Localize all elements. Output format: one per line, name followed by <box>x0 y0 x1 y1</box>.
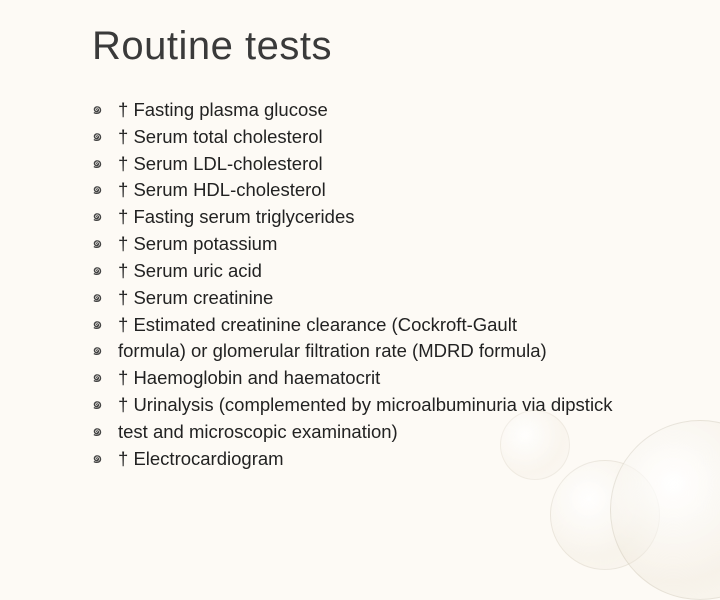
dagger-icon: † <box>118 287 133 308</box>
list-item-label: formula) or glomerular filtration rate (… <box>118 340 547 361</box>
bullet-icon: ๑ <box>92 258 103 283</box>
list-item-label: † Serum LDL-cholesterol <box>118 153 323 174</box>
list-item: ๑ † Serum creatinine <box>92 285 672 312</box>
decorative-circle-small <box>500 410 570 480</box>
dagger-icon: † <box>118 314 133 335</box>
dagger-icon: † <box>118 367 133 388</box>
dagger-icon: † <box>118 179 133 200</box>
bullet-icon: ๑ <box>92 97 103 122</box>
bullet-icon: ๑ <box>92 124 103 149</box>
list-item-label: † Serum uric acid <box>118 260 262 281</box>
dagger-icon: † <box>118 153 133 174</box>
dagger-icon: † <box>118 448 133 469</box>
bullet-icon: ๑ <box>92 446 103 471</box>
list-item: ๑ formula) or glomerular filtration rate … <box>92 338 672 365</box>
bullet-icon: ๑ <box>92 419 103 444</box>
list-item-label: test and microscopic examination) <box>118 421 398 442</box>
bullet-icon: ๑ <box>92 338 103 363</box>
list-item-label: † Serum total cholesterol <box>118 126 323 147</box>
list-item: ๑ † Fasting serum triglycerides <box>92 204 672 231</box>
dagger-icon: † <box>118 206 133 227</box>
dagger-icon: † <box>118 394 133 415</box>
list-item-label: † Serum potassium <box>118 233 277 254</box>
dagger-icon: † <box>118 99 133 120</box>
page-title: Routine tests <box>92 24 672 69</box>
list-item-label: † Serum HDL-cholesterol <box>118 179 326 200</box>
bullet-icon: ๑ <box>92 151 103 176</box>
list-item-label: † Haemoglobin and haematocrit <box>118 367 380 388</box>
list-item-label: † Estimated creatinine clearance (Cockro… <box>118 314 517 335</box>
bullet-icon: ๑ <box>92 231 103 256</box>
list-item: ๑ † Serum HDL-cholesterol <box>92 177 672 204</box>
list-item-label: † Electrocardiogram <box>118 448 284 469</box>
bullet-icon: ๑ <box>92 285 103 310</box>
bullet-icon: ๑ <box>92 365 103 390</box>
slide: Routine tests ๑† Fasting plasma glucose๑… <box>0 0 720 540</box>
list-item: ๑† Urinalysis (complemented by microalbu… <box>92 392 672 419</box>
list-item: ๑ † Serum potassium <box>92 231 672 258</box>
list-item: ๑ † Serum uric acid <box>92 258 672 285</box>
dagger-icon: † <box>118 233 133 254</box>
list-item: ๑ † Fasting plasma glucose <box>92 97 672 124</box>
test-list: ๑ † Fasting plasma glucose ๑ † Serum total … <box>92 97 672 472</box>
bullet-icon: ๑ <box>92 204 103 229</box>
bullet-icon: ๑ <box>92 177 103 202</box>
bullet-icon: ๑ <box>92 392 103 417</box>
list-item: ๑ test and microscopic examination) <box>92 419 672 446</box>
list-item: ๑ † Serum LDL-cholesterol <box>92 151 672 178</box>
list-item-label: † Fasting plasma glucose <box>118 99 328 120</box>
dagger-icon: † <box>118 126 133 147</box>
dagger-icon: † <box>118 260 133 281</box>
list-item: ๑ † Estimated creatinine clearance (Cockr… <box>92 312 672 339</box>
list-item: ๑ † Serum total cholesterol <box>92 124 672 151</box>
list-item: ๑ † Haemoglobin and haematocrit <box>92 365 672 392</box>
list-item-label: † Serum creatinine <box>118 287 273 308</box>
list-item-label: † Fasting serum triglycerides <box>118 206 354 227</box>
bullet-icon: ๑ <box>92 312 103 337</box>
